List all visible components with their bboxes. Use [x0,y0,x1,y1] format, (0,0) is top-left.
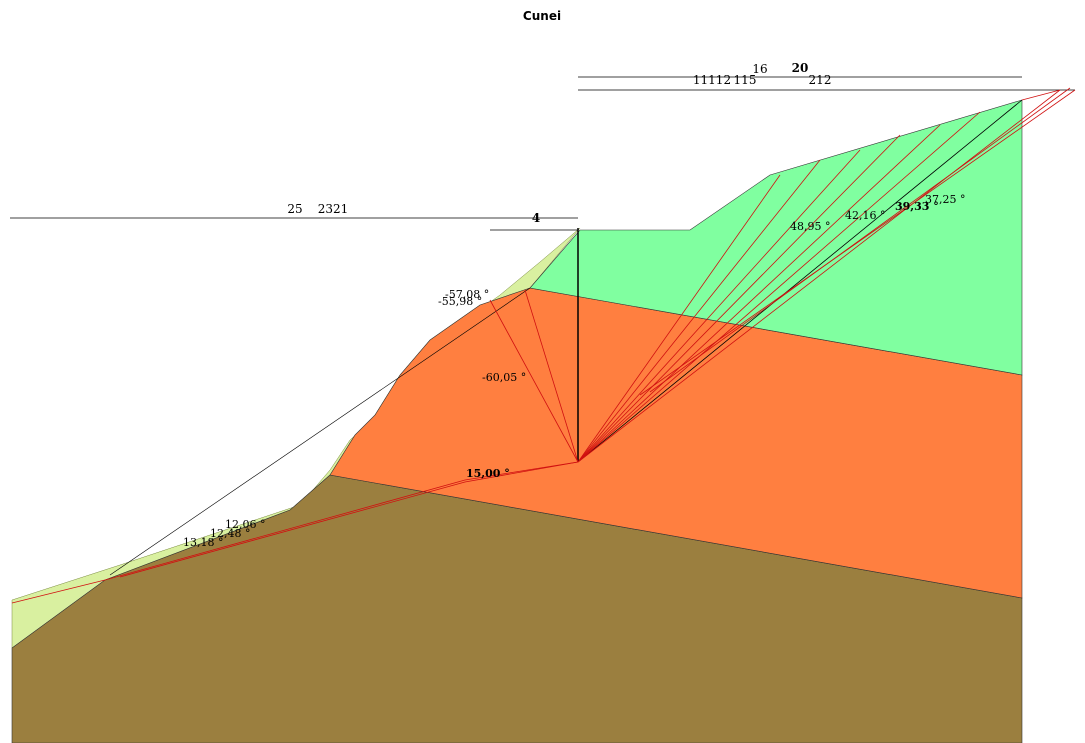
slip-lines [11,87,1076,604]
left-label: 2321 [318,202,349,216]
reference-lines [10,76,1075,576]
top-label: 212 [809,73,832,87]
top-label: 20 [792,61,809,75]
left-label: 4 [532,211,540,225]
title: Cunei [523,9,561,23]
angle-label: 37,25 ° [925,193,966,206]
layer-orange [329,287,1023,599]
angle-label: 15,00 ° [466,467,510,480]
angle-label: -55,98 ° [438,295,482,308]
angle-label: 42,16 ° [845,209,886,222]
angle-label: 39,33 ° [895,200,939,213]
left-label: 25 [287,202,302,216]
angle-label: 48,95 ° [790,220,831,233]
top-label: 11112 [693,73,731,87]
angle-label: -60,05 ° [482,371,526,384]
angle-label: 13,18 ° [183,536,224,549]
top-label: 115 [734,73,757,87]
top-label: 16 [752,62,767,76]
angle-label: 12,06 ° [225,518,266,531]
angle-label: -57,08 ° [445,288,489,301]
angle-label: 12,48 ° [210,527,251,540]
layer-green [529,99,1023,376]
